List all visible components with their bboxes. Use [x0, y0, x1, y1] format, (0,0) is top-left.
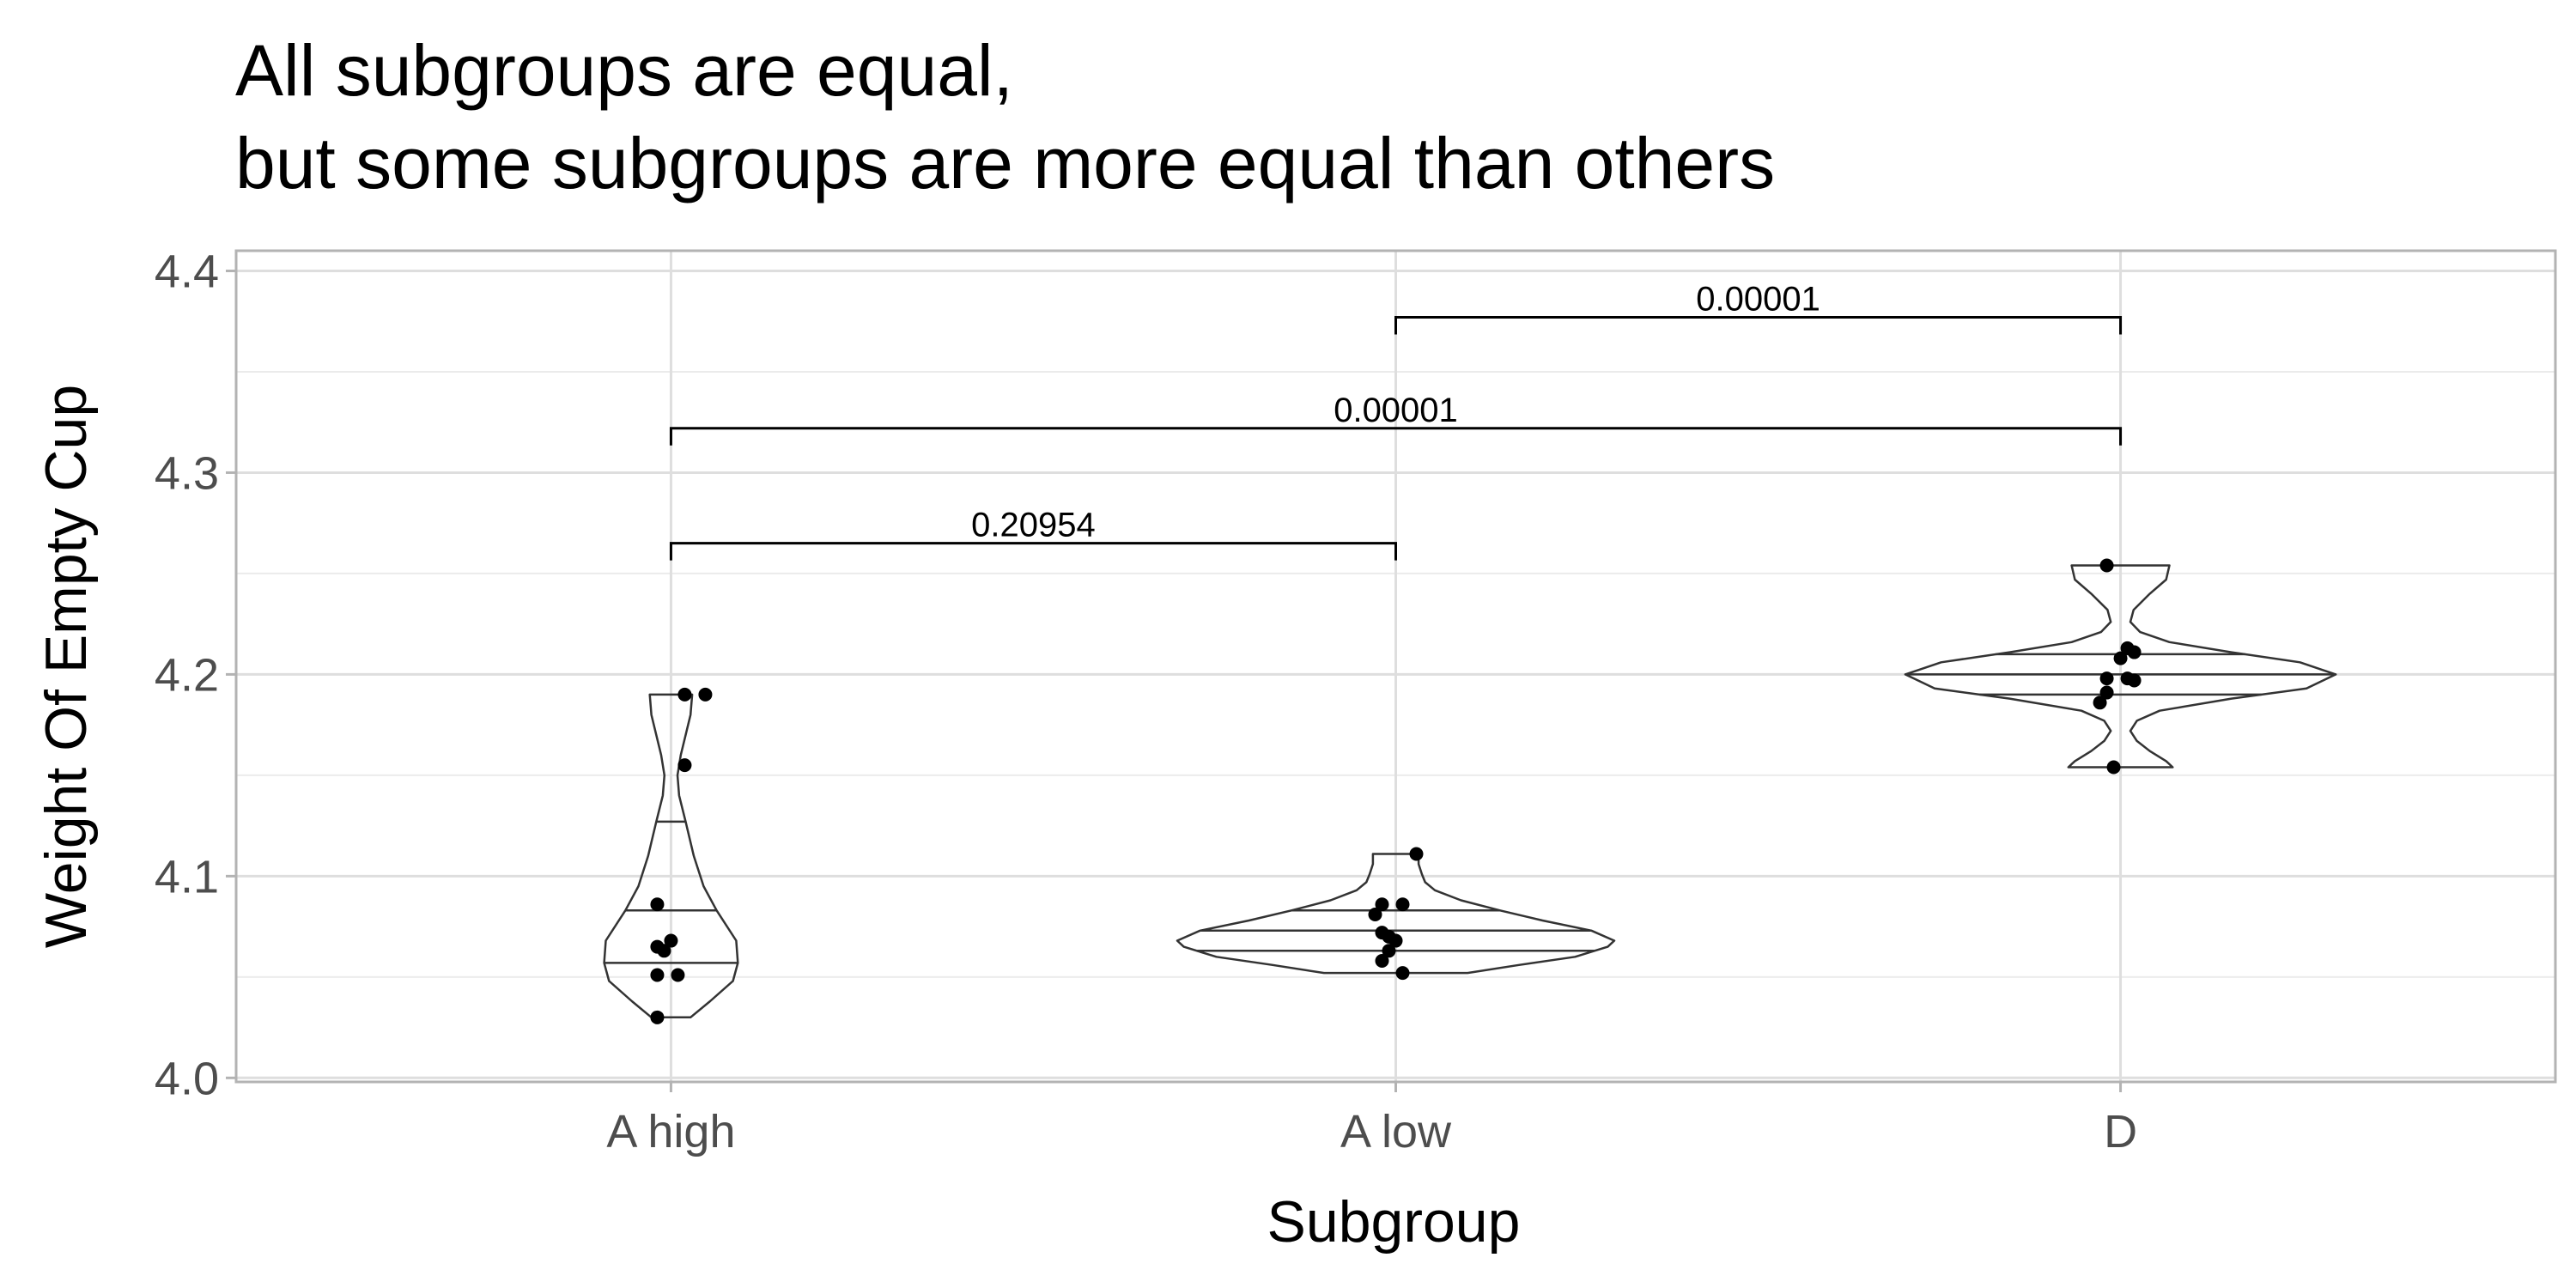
data-point	[650, 1010, 665, 1024]
data-point	[1395, 897, 1410, 912]
x-tick-label: A high	[606, 1106, 735, 1157]
x-axis-title: Subgroup	[1267, 1189, 1521, 1255]
violin-outline	[1176, 853, 1616, 975]
data-point	[698, 687, 713, 702]
comparison-bracket	[1394, 316, 2123, 335]
p-value-label: 0.20954	[971, 507, 1096, 544]
p-value-label: 0.00001	[1696, 281, 1820, 319]
data-point	[1388, 933, 1403, 948]
violins	[603, 558, 2337, 1024]
data-point	[1375, 954, 1389, 969]
x-tick-label: A low	[1340, 1106, 1452, 1157]
data-point	[650, 968, 665, 982]
data-point	[1375, 897, 1389, 912]
data-point	[2113, 651, 2128, 665]
comparison-brackets: 0.20954 0.00001 0.00001	[669, 281, 2123, 561]
data-point	[677, 758, 692, 773]
data-point	[2106, 760, 2121, 775]
y-tick-label: 4.2	[155, 649, 219, 701]
data-point	[2127, 645, 2142, 659]
data-point	[677, 687, 692, 702]
data-point	[2099, 671, 2114, 686]
data-point	[2099, 558, 2114, 573]
y-axis-title: Weight Of Empty Cup	[33, 385, 99, 948]
violin-outline	[1904, 564, 2337, 769]
data-point	[650, 897, 665, 912]
y-tick-label: 4.3	[155, 447, 219, 499]
data-point	[2093, 696, 2107, 710]
y-tick-label: 4.0	[155, 1053, 219, 1104]
data-point	[2099, 685, 2114, 700]
data-point	[664, 933, 678, 948]
gridlines	[236, 251, 2555, 1082]
p-value-label: 0.00001	[1334, 392, 1458, 429]
data-point	[1368, 907, 1382, 921]
chart-title: All subgroups are equal,	[235, 30, 1013, 111]
comparison-bracket	[669, 542, 1397, 561]
data-point	[1409, 847, 1424, 861]
data-point	[1395, 966, 1410, 981]
data-point	[657, 944, 671, 958]
data-point	[2127, 673, 2142, 688]
x-axis: A high A low D	[606, 1082, 2137, 1157]
data-point	[671, 968, 685, 982]
x-tick-label: D	[2104, 1106, 2137, 1157]
y-tick-label: 4.4	[155, 246, 219, 297]
data-point	[1382, 944, 1396, 958]
comparison-bracket	[669, 427, 2123, 446]
chart-subtitle: but some subgroups are more equal than o…	[235, 123, 1776, 204]
y-axis: 4.0 4.1 4.2 4.3 4.4	[155, 246, 236, 1104]
y-tick-label: 4.1	[155, 851, 219, 902]
